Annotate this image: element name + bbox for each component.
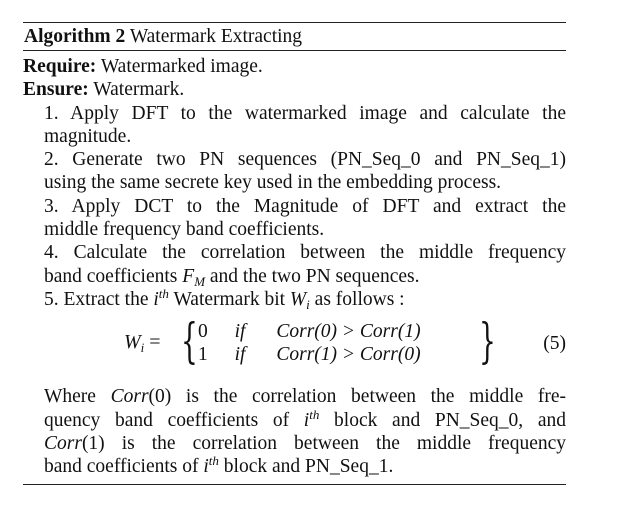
case-2-value: 1 bbox=[198, 344, 208, 366]
step-5-text-pre: 5. Extract the bbox=[44, 288, 149, 310]
step-5: 5. Extract the ith Watermark bit Wi as f… bbox=[23, 285, 566, 312]
algorithm-body: Require: Watermarked image. Ensure: Wate… bbox=[23, 51, 566, 484]
step-4-line-1: 4. Calculate the correlation between the… bbox=[44, 242, 566, 264]
eq-var-W: W bbox=[124, 331, 141, 354]
case-2-if: if bbox=[234, 344, 246, 366]
ensure-text: Watermark. bbox=[93, 79, 185, 101]
expl-1-arg: (0) bbox=[148, 386, 172, 408]
case-1-condition: Corr(0) > Corr(1) bbox=[276, 321, 421, 343]
expl-2-th: th bbox=[309, 406, 320, 422]
equation-lhs: Wi = bbox=[124, 331, 161, 354]
top-rule bbox=[23, 22, 566, 23]
expl-4-post: block and PN_Seq_1. bbox=[223, 456, 394, 478]
case-2-condition: Corr(1) > Corr(0) bbox=[276, 344, 421, 366]
explanation-line-1: Where Corr(0) is the correlation between… bbox=[44, 385, 566, 408]
eq-var-W-subscript: i bbox=[140, 340, 145, 356]
var-F-subscript: M bbox=[194, 273, 206, 289]
expl-2-post: block and PN_Seq_0, and bbox=[334, 409, 567, 431]
case-2: 1 if Corr(1) > Corr(0) bbox=[198, 343, 421, 366]
explanation-paragraph: Where Corr(0) is the correlation between… bbox=[23, 385, 566, 484]
step-5-text-mid: Watermark bit bbox=[173, 288, 286, 310]
step-3-line-2: middle frequency band coefficients. bbox=[44, 219, 325, 241]
eq-equals: = bbox=[149, 331, 161, 354]
step-4: 4. Calculate the correlation between the… bbox=[23, 241, 566, 288]
expl-3-corr: Corr bbox=[44, 432, 82, 454]
expl-2-pre: quency band coefficients of bbox=[44, 409, 290, 431]
expl-3-post: is the correlation between the middle fr… bbox=[121, 432, 567, 454]
step-4-line-2: band coefficients FM and the two PN sequ… bbox=[44, 265, 566, 288]
step-3-line-1: 3. Apply DCT to the Magnitude of DFT and… bbox=[44, 195, 566, 217]
step-1: 1. Apply DFT to the watermarked image an… bbox=[23, 102, 566, 149]
expl-4-pre: band coefficients of bbox=[44, 456, 199, 478]
var-W-subscript: i bbox=[306, 296, 310, 312]
case-1: 0 if Corr(0) > Corr(1) bbox=[198, 320, 421, 343]
step-3: 3. Apply DCT to the Magnitude of DFT and… bbox=[23, 195, 566, 242]
var-W: W bbox=[289, 288, 307, 310]
bottom-rule bbox=[23, 484, 566, 486]
expl-1-post: is the correlation between the middle fr… bbox=[185, 386, 566, 408]
right-brace: } bbox=[479, 313, 496, 370]
require-text: Watermarked image. bbox=[100, 56, 263, 77]
equation-number: (5) bbox=[543, 333, 566, 355]
var-i-superscript: th bbox=[158, 285, 169, 301]
var-i: i bbox=[153, 288, 159, 310]
expl-4-th: th bbox=[208, 453, 219, 469]
step-2: 2. Generate two PN sequences (PN_Seq_0 a… bbox=[23, 148, 566, 195]
equation-5: Wi = { 0 if Corr(0) > Corr(1) 1 if Corr(… bbox=[23, 315, 566, 371]
algorithm-name: Watermark Extracting bbox=[129, 26, 303, 47]
step-4-text-post: and the two PN sequences. bbox=[209, 265, 420, 287]
title-rule bbox=[23, 50, 566, 51]
algorithm-box: Algorithm 2 Watermark Extracting Require… bbox=[23, 22, 566, 486]
algorithm-label: Algorithm 2 bbox=[24, 26, 126, 47]
ensure-line: Ensure: Watermark. bbox=[23, 78, 566, 101]
expl-1-pre: Where bbox=[44, 386, 96, 408]
var-F: F bbox=[182, 265, 195, 287]
step-5-line-1: 5. Extract the ith Watermark bit Wi as f… bbox=[44, 285, 566, 312]
step-5-text-post: as follows : bbox=[314, 288, 405, 310]
step-2-line-1: 2. Generate two PN sequences (PN_Seq_0 a… bbox=[44, 149, 566, 171]
step-1-line-2: magnitude. bbox=[44, 125, 132, 147]
step-1-line-1: 1. Apply DFT to the watermarked image an… bbox=[44, 102, 566, 124]
algorithm-title: Algorithm 2 Watermark Extracting bbox=[23, 23, 566, 50]
expl-1-corr: Corr bbox=[110, 386, 149, 408]
case-1-if: if bbox=[234, 321, 246, 343]
expl-4-i: i bbox=[203, 456, 209, 478]
explanation-line-2: quency band coefficients of ith block an… bbox=[44, 406, 567, 432]
expl-3-arg: (1) bbox=[81, 432, 105, 454]
ensure-keyword: Ensure: bbox=[23, 79, 89, 101]
expl-2-i: i bbox=[303, 409, 310, 431]
require-line: Require: Watermarked image. bbox=[23, 55, 566, 78]
explanation-line-3: Corr(1) is the correlation between the m… bbox=[44, 432, 566, 455]
left-brace: { bbox=[181, 313, 198, 370]
step-4-text-pre: band coefficients bbox=[44, 265, 178, 287]
explanation-line-4: band coefficients of ith block and PN_Se… bbox=[44, 453, 566, 478]
step-2-line-2: using the same secrete key used in the e… bbox=[44, 172, 502, 194]
case-1-value: 0 bbox=[198, 321, 208, 343]
require-keyword: Require: bbox=[23, 56, 97, 77]
